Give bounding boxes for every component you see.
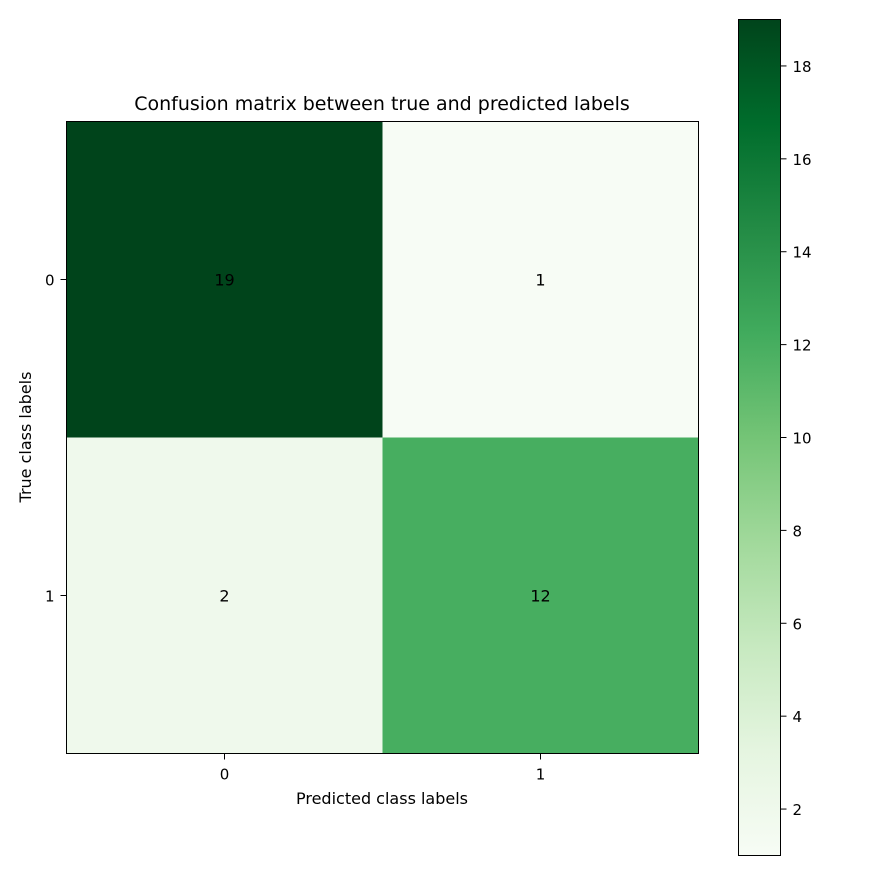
heatmap-cell-0-1 [382, 121, 699, 438]
plot-frame [66, 121, 699, 754]
x-axis-label: Predicted class labels [296, 789, 468, 808]
heatmap-cells [66, 121, 699, 754]
heatmap-cell-1-1 [382, 437, 699, 754]
colorbar-tick-label: 6 [793, 615, 803, 633]
y-tick-label: 0 [45, 272, 55, 290]
colorbar-tick-label: 18 [793, 58, 812, 76]
colorbar-tick-label: 4 [793, 708, 803, 726]
heatmap-cell-labels: 19 12 12 [214, 271, 550, 606]
heatmap-cell-0-0 [66, 121, 383, 438]
colorbar-tick-label: 8 [793, 522, 803, 540]
colorbar-ticks: 2 4 6 8 10 12 14 16 18 [780, 58, 812, 819]
x-tick-label: 0 [220, 766, 230, 784]
x-tick-label: 1 [536, 766, 546, 784]
colorbar-tick-label: 10 [793, 430, 812, 448]
colorbar-tick-label: 12 [793, 337, 812, 355]
colorbar-tick-label: 16 [793, 151, 812, 169]
colorbar-tick-label: 2 [793, 801, 803, 819]
y-axis-ticks: 01 [45, 272, 67, 606]
heatmap-cell-1-0 [66, 437, 383, 754]
colorbar [738, 19, 781, 856]
y-tick-label: 1 [45, 588, 55, 606]
cell-value-1-1: 12 [530, 587, 550, 606]
colorbar-tick-label: 14 [793, 244, 812, 262]
chart-title: Confusion matrix between true and predic… [134, 93, 630, 115]
cell-value-0-1: 1 [535, 271, 545, 290]
cell-value-1-0: 2 [219, 587, 229, 606]
y-axis-label: True class labels [16, 372, 35, 504]
cell-value-0-0: 19 [214, 271, 234, 290]
